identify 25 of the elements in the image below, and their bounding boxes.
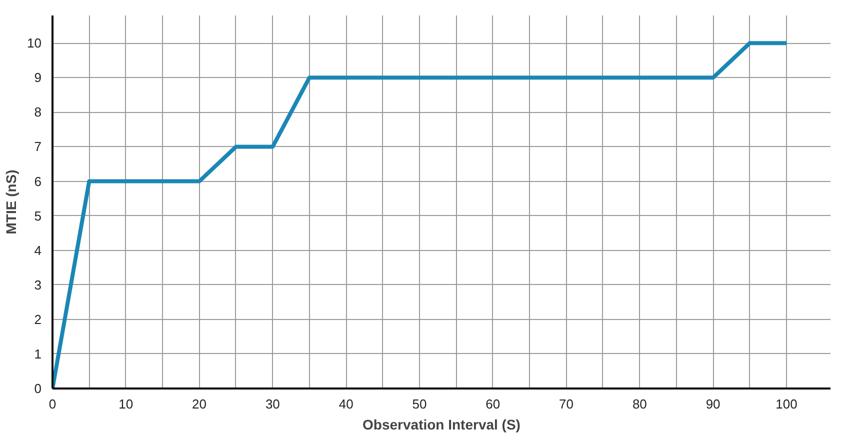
x-tick-label: 60 [486, 396, 500, 412]
x-tick-label: 80 [632, 396, 647, 412]
x-tick-label: 100 [776, 396, 798, 412]
y-tick-label: 3 [34, 277, 42, 292]
y-tick-label: 8 [34, 104, 42, 120]
x-tick-label: 30 [265, 396, 280, 412]
y-axis-title: MTIE (nS) [3, 170, 20, 234]
y-tick-label: 6 [34, 174, 42, 189]
y-tick-label: 4 [34, 242, 42, 258]
x-tick-label: 50 [412, 396, 427, 412]
x-tick-label: 40 [338, 396, 354, 412]
x-tick-label: 10 [118, 396, 134, 412]
x-tick-label: 0 [48, 396, 56, 412]
y-tick-label: 0 [34, 381, 42, 396]
y-tick-label: 2 [34, 312, 42, 327]
x-tick-label: 70 [559, 396, 574, 412]
y-tick-label: 10 [27, 36, 42, 51]
y-tick-label: 7 [34, 139, 42, 154]
line-series [52, 41, 788, 388]
y-tick-label: 9 [34, 70, 42, 86]
y-tick-label: 5 [34, 208, 42, 224]
x-axis-title: Observation Interval (S) [362, 416, 520, 432]
x-tick-label: 20 [192, 396, 207, 412]
y-tick-label: 1 [34, 346, 42, 362]
x-tick-label: 90 [706, 396, 720, 412]
